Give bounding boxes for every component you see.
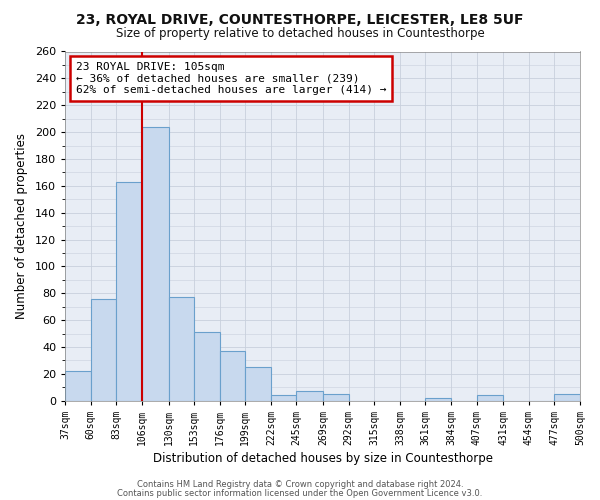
Bar — [91, 298, 116, 401]
Bar — [425, 398, 451, 401]
X-axis label: Distribution of detached houses by size in Countesthorpe: Distribution of detached houses by size … — [152, 452, 493, 465]
Bar — [554, 394, 580, 401]
Bar — [323, 394, 349, 401]
Bar — [296, 392, 323, 401]
Y-axis label: Number of detached properties: Number of detached properties — [15, 133, 28, 319]
Text: Contains public sector information licensed under the Open Government Licence v3: Contains public sector information licen… — [118, 488, 482, 498]
Bar — [245, 367, 271, 401]
Text: Size of property relative to detached houses in Countesthorpe: Size of property relative to detached ho… — [116, 28, 484, 40]
Bar — [194, 332, 220, 401]
Bar — [65, 371, 91, 401]
Bar — [169, 298, 194, 401]
Text: 23, ROYAL DRIVE, COUNTESTHORPE, LEICESTER, LE8 5UF: 23, ROYAL DRIVE, COUNTESTHORPE, LEICESTE… — [76, 12, 524, 26]
Bar — [142, 126, 169, 401]
Bar — [220, 351, 245, 401]
Text: 23 ROYAL DRIVE: 105sqm
← 36% of detached houses are smaller (239)
62% of semi-de: 23 ROYAL DRIVE: 105sqm ← 36% of detached… — [76, 62, 386, 95]
Text: Contains HM Land Registry data © Crown copyright and database right 2024.: Contains HM Land Registry data © Crown c… — [137, 480, 463, 489]
Bar — [116, 182, 142, 401]
Bar — [476, 396, 503, 401]
Bar — [271, 396, 296, 401]
